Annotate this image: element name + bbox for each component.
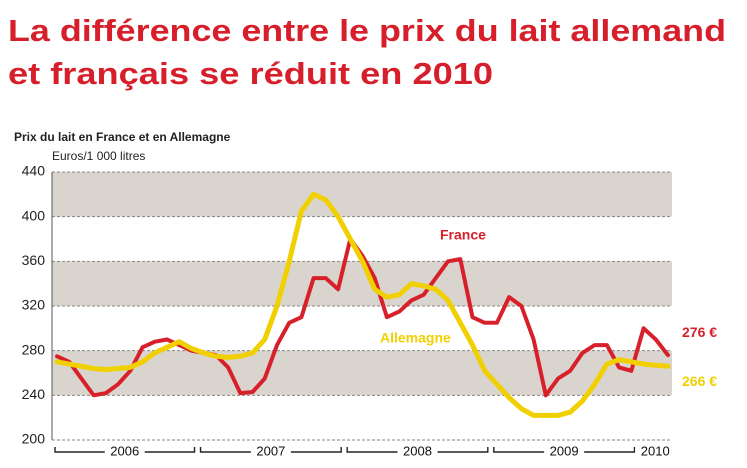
- x-group-label: 2010: [641, 443, 670, 458]
- series-label: France: [440, 227, 486, 243]
- band: [52, 395, 672, 440]
- series-line: [55, 237, 670, 398]
- series-line: [54, 191, 671, 418]
- value-label: 266 €: [682, 373, 717, 389]
- y-axis-label: Euros/1 000 litres: [52, 149, 145, 163]
- y-tick-label: 320: [22, 297, 46, 313]
- year-label-bg: [397, 444, 438, 460]
- chart-title: La différence entre le prix du lait alle…: [8, 13, 726, 48]
- value-label: 276 €: [682, 324, 717, 340]
- y-tick-label: 280: [22, 341, 46, 357]
- chart-title: et français se réduit en 2010: [8, 56, 493, 91]
- series-label: Allemagne: [380, 330, 451, 346]
- year-label-bg: [635, 444, 676, 460]
- x-group-label: 2006: [110, 443, 139, 458]
- band: [52, 172, 672, 217]
- year-label-bg: [104, 444, 145, 460]
- y-tick-label: 240: [22, 386, 46, 402]
- y-tick-label: 440: [22, 163, 46, 179]
- band: [52, 261, 672, 306]
- x-group-label: 2009: [550, 443, 579, 458]
- year-label-bg: [544, 444, 585, 460]
- chart-subtitle: Prix du lait en France et en Allemagne: [14, 130, 231, 144]
- y-tick-label: 360: [22, 252, 46, 268]
- x-group-label: 2008: [403, 443, 432, 458]
- y-tick-label: 200: [22, 431, 46, 447]
- year-label-bg: [250, 444, 291, 460]
- y-tick-label: 400: [22, 207, 46, 223]
- x-group-label: 2007: [256, 443, 285, 458]
